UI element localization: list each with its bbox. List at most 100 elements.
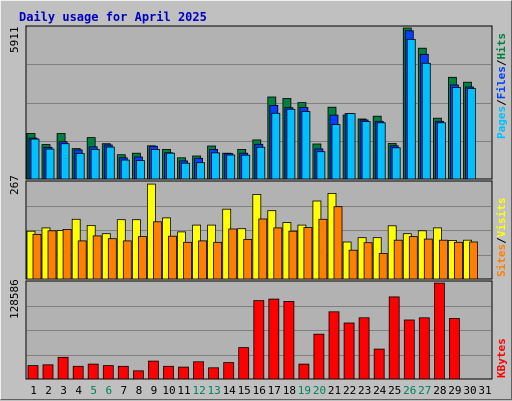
day-label-3: 3: [60, 384, 67, 397]
chart-title: Daily usage for April 2025: [19, 10, 207, 24]
day-label-16: 16: [253, 384, 266, 397]
kbytes-bar: [223, 362, 235, 380]
kbytes-bar: [27, 365, 39, 380]
kbytes-bar: [132, 370, 144, 380]
kbytes-panel-side-legend: KBytes: [495, 338, 508, 378]
pages-bar: [181, 162, 190, 180]
day-label-31: 31: [478, 384, 491, 397]
kbytes-bar: [253, 300, 265, 380]
day-label-21: 21: [328, 384, 341, 397]
kbytes-bar: [163, 365, 174, 380]
pages-bar: [105, 146, 115, 180]
bars: [26, 27, 478, 380]
kbytes-bar: [343, 322, 355, 380]
kbytes-bar: [418, 317, 430, 380]
kbytes-bar: [298, 363, 310, 380]
day-label-7: 7: [120, 384, 127, 397]
kbytes-bar: [433, 282, 445, 380]
pages-bar: [316, 151, 326, 180]
pages-bar: [30, 138, 40, 180]
day-label-10: 10: [162, 384, 175, 397]
day-label-9: 9: [151, 384, 158, 397]
legend-hits: Hits: [495, 33, 508, 60]
pages-bar: [436, 122, 446, 180]
pages-bar: [271, 112, 281, 180]
day-label-29: 29: [448, 384, 461, 397]
sites-bar: [288, 230, 298, 280]
day-label-15: 15: [238, 384, 251, 397]
pages-bar: [226, 154, 236, 180]
sites-bar: [393, 239, 403, 280]
legend-pages: Pages: [495, 106, 508, 139]
pages-bar: [45, 148, 55, 180]
pages-bar: [60, 143, 70, 180]
sites-bar: [423, 238, 433, 280]
kbytes-bar: [373, 348, 385, 380]
sites-bar: [183, 241, 192, 280]
day-label-6: 6: [105, 384, 112, 397]
sites-bar: [333, 206, 343, 280]
kbytes-bar: [178, 366, 189, 380]
sites-bar: [62, 228, 72, 280]
kbytes-bar: [358, 317, 370, 380]
pages-bar: [135, 160, 145, 180]
day-label-13: 13: [207, 384, 220, 397]
day-label-4: 4: [75, 384, 82, 397]
sites-bar: [152, 221, 162, 280]
sites-bar: [92, 235, 102, 280]
day-label-25: 25: [388, 384, 401, 397]
pages-bar: [196, 162, 206, 180]
sites-bar: [303, 227, 313, 280]
sites-bar: [438, 239, 448, 280]
kbytes-bar: [193, 361, 205, 380]
pages-bar: [256, 146, 266, 180]
pages-bar: [391, 147, 401, 180]
day-label-28: 28: [433, 384, 446, 397]
sites-bar: [198, 240, 208, 280]
sites-bar: [32, 233, 42, 280]
visits-panel-side-legend: Sites/Visits: [495, 198, 508, 278]
pages-bar: [75, 153, 85, 180]
kbytes-bar: [87, 363, 99, 380]
day-label-24: 24: [373, 384, 387, 397]
sites-bar: [122, 240, 132, 280]
sites-bar: [77, 240, 87, 280]
day-labels: 1 2 3 4 5 6 7 8 9 10 11 12 13 14 15 16 17 18 19 20 21 22 23 24 2…: [30, 384, 491, 397]
kbytes-bar: [283, 300, 295, 380]
hits-panel-side-legend: Pages/Files/Hits: [495, 33, 508, 139]
pages-bar: [376, 122, 386, 180]
kbytes-bar: [448, 318, 460, 380]
pages-bar: [451, 87, 461, 180]
sites-bar: [378, 253, 388, 280]
pages-bar: [361, 121, 371, 180]
sites-bar: [318, 218, 328, 280]
sites-bar: [469, 241, 478, 280]
sites-bar: [213, 241, 223, 280]
day-label-30: 30: [463, 384, 476, 397]
sites-bar: [107, 238, 117, 280]
sites-bar: [273, 227, 283, 280]
visits-axis-max-label: 267: [8, 175, 21, 195]
sites-bar: [408, 236, 418, 280]
pages-bar: [211, 152, 221, 180]
sites-bar: [363, 242, 373, 280]
pages-bar: [120, 159, 130, 180]
day-label-18: 18: [283, 384, 296, 397]
day-label-27: 27: [418, 384, 431, 397]
kbytes-bar: [42, 364, 54, 380]
day-label-8: 8: [136, 384, 143, 397]
pages-bar: [301, 111, 311, 180]
sites-bar: [348, 249, 358, 280]
kbytes-bar: [117, 365, 129, 380]
kbytes-axis-max-label: 128586: [8, 279, 21, 319]
pages-bar: [90, 148, 100, 180]
sites-bar: [228, 228, 238, 280]
pages-bar: [166, 152, 175, 180]
kbytes-bar: [268, 298, 280, 380]
kbytes-bar: [313, 333, 325, 380]
sites-bar: [137, 236, 147, 280]
kbytes-bar: [147, 360, 159, 380]
pages-bar: [241, 154, 251, 180]
pages-bar: [286, 108, 296, 180]
